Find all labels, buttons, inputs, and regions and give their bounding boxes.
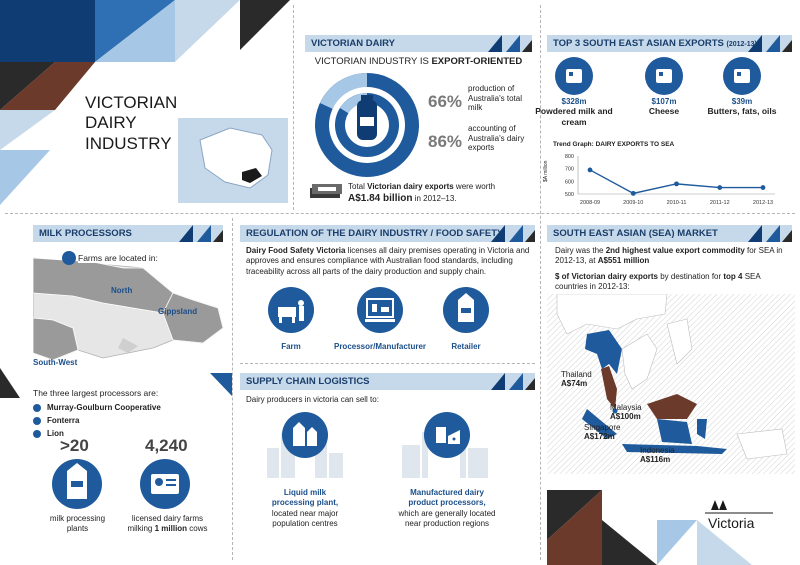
country-indonesia: Indonesia A$116m (640, 446, 675, 465)
footer-decoration (547, 490, 797, 565)
chart-title: Trend Graph: DAIRY EXPORTS TO SEA (553, 141, 675, 148)
divider (540, 5, 541, 560)
supply-item-liquid: Liquid milk processing plant, located nea… (271, 488, 339, 529)
x-tick-label: 2010-11 (667, 200, 687, 206)
data-point (760, 185, 766, 190)
region-south-west: South-West (33, 358, 78, 367)
regulation-body: Dairy Food Safety Victoria licenses all … (246, 246, 530, 276)
powdered-milk-icon (555, 57, 593, 95)
processor-item: Murray-Goulburn Cooperative (33, 403, 228, 412)
largest-processors-text: The three largest processors are: (33, 388, 159, 398)
section-title: SUPPLY CHAIN LOGISTICS (246, 376, 370, 387)
export-value: $107m (651, 97, 677, 106)
stat-66: 66% (428, 92, 463, 111)
regulation-retailer-label: Retailer (451, 342, 481, 351)
victorian-tagline: VICTORIAN INDUSTRY IS EXPORT-ORIENTED (314, 56, 523, 67)
processor-item: Fonterra (33, 416, 228, 425)
x-tick-label: 2009-10 (623, 200, 643, 206)
section-title: REGULATION OF THE DAIRY INDUSTRY / FOOD … (246, 228, 504, 239)
logo-text: Victoria (708, 515, 755, 531)
factory-icon (357, 287, 403, 333)
processor-item: Lion (33, 429, 228, 438)
milk-processors-decoration (0, 368, 232, 398)
supply-chain-header: SUPPLY CHAIN LOGISTICS (240, 373, 535, 390)
sea-text1: Dairy was the 2nd highest value export c… (555, 246, 783, 266)
y-tick-label: 800 (565, 154, 574, 160)
export-label: Cheese (648, 106, 680, 116)
x-tick-label: 2012-13 (753, 200, 773, 206)
divider (5, 213, 795, 214)
y-tick-label: 700 (565, 167, 574, 173)
sea-text2: $ of Victorian dairy exports by destinat… (555, 272, 761, 292)
bullet-icon (33, 429, 41, 438)
cheese-icon (645, 57, 683, 95)
sea-map (547, 294, 795, 474)
y-tick-label: 500 (565, 192, 574, 198)
export-value: $328m (561, 97, 587, 106)
export-label: Butters, fats, oils (707, 106, 777, 116)
top-exports-header: TOP 3 SOUTH EAST ASIAN EXPORTS (2012-13) (547, 35, 792, 52)
y-tick-label: 600 (565, 179, 574, 185)
x-tick-label: 2008-09 (580, 200, 600, 206)
victorian-dairy-header: VICTORIAN DAIRY (305, 35, 532, 52)
milk-carton-icon (52, 459, 102, 509)
export-value: $39m (731, 97, 753, 106)
license-card-icon (140, 459, 190, 509)
region-north: North (111, 286, 133, 295)
x-tick-label: 2011-12 (710, 200, 730, 206)
butter-icon (723, 57, 761, 95)
stat-farms: 4,240 (145, 436, 188, 455)
export-label: Powdered milk and cream (535, 106, 613, 127)
cow-farmer-icon (268, 287, 314, 333)
regulation-header: REGULATION OF THE DAIRY INDUSTRY / FOOD … (240, 225, 535, 242)
dairy-products-icon (424, 412, 470, 458)
country-thailand: Thailand A$74m (561, 370, 592, 389)
divider (240, 363, 535, 364)
section-title: VICTORIAN DAIRY (311, 38, 395, 49)
regulation-processor-label: Processor/Manufacturer (333, 342, 427, 351)
farms-text: Farms are located in: (78, 253, 158, 263)
bullet-icon (33, 403, 41, 412)
country-malaysia: Malaysia A$100m (610, 403, 642, 422)
section-title: MILK PROCESSORS (39, 228, 132, 239)
bullet-icon (33, 416, 41, 425)
regulation-farm-label: Farm (281, 342, 301, 351)
stat-plants-label: milk processing plants (49, 514, 106, 534)
data-point (630, 190, 636, 196)
processor-list: Murray-Goulburn Cooperative Fonterra Lion (33, 403, 228, 442)
money-icon (310, 184, 342, 198)
trend-chart: 800 700 600 500 2008-09 2009-10 2010-11 2011-12… (565, 154, 775, 206)
location-pin-icon (62, 251, 76, 265)
supply-intro: Dairy producers in victoria can sell to: (246, 395, 379, 404)
milk-share-donut (315, 73, 419, 177)
data-point (674, 181, 679, 187)
section-title: TOP 3 SOUTH EAST ASIAN EXPORTS (553, 38, 724, 49)
region-gippsland: Gippsland (158, 307, 198, 316)
chart-ylabel: $A million (543, 160, 549, 182)
country-singapore: Singapore A$172m (584, 423, 621, 442)
victoria-logo: Victoria (705, 500, 773, 532)
exports-text: Total Victorian dairy exports were worth… (348, 182, 496, 205)
page-title: VICTORIAN DAIRY INDUSTRY (85, 93, 178, 153)
stat-plants: >20 (60, 436, 89, 455)
retail-carton-icon (443, 287, 489, 333)
data-point (587, 167, 593, 173)
stat-66-text: production of Australia's total milk (468, 84, 522, 113)
stat-86: 86% (428, 132, 463, 151)
title-decoration (0, 0, 290, 205)
data-point (717, 185, 723, 190)
factory-skyline-icon (402, 432, 488, 478)
stat-86-text: accounting of Australia's dairy exports (468, 124, 525, 153)
divider (293, 5, 294, 210)
divider (232, 218, 233, 560)
milk-processors-header: MILK PROCESSORS (33, 225, 223, 242)
liquid-milk-icon (282, 412, 328, 458)
victoria-regions-map (33, 257, 224, 361)
section-title: SOUTH EAST ASIAN (SEA) MARKET (553, 228, 718, 239)
sea-market-header: SOUTH EAST ASIAN (SEA) MARKET (547, 225, 792, 242)
supply-item-manufactured: Manufactured dairy product processors, wh… (398, 488, 496, 529)
stat-farms-label: licensed dairy farms milking 1 million c… (127, 514, 208, 534)
